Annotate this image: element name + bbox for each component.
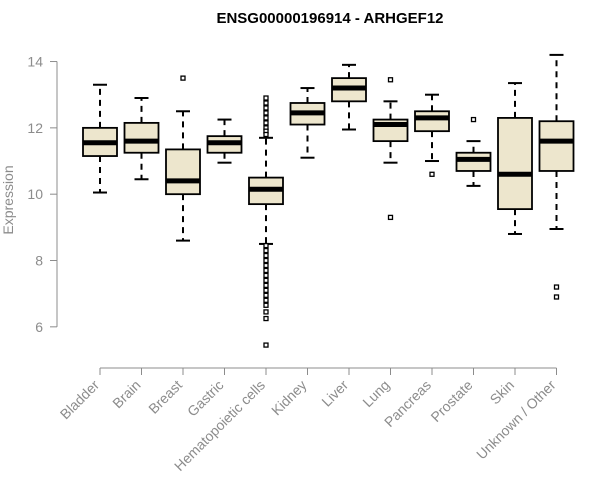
- x-tick-label: Prostate: [427, 377, 475, 425]
- outlier-point: [263, 120, 269, 126]
- outlier-point: [263, 272, 269, 279]
- outlier-point: [263, 100, 269, 106]
- x-tick-label: Unknown / Other: [473, 377, 559, 463]
- outlier-point: [263, 267, 269, 274]
- outlier-point: [263, 252, 269, 259]
- outlier-point: [263, 110, 269, 116]
- outlier-point: [263, 105, 269, 111]
- outlier-point: [263, 282, 269, 289]
- box: [414, 110, 450, 133]
- box: [165, 148, 201, 196]
- outlier-point: [553, 294, 560, 300]
- outlier-point: [263, 297, 269, 303]
- chart-title: ENSG00000196914 - ARHGEF12: [216, 10, 443, 27]
- x-tick-label: Kidney: [268, 377, 310, 419]
- outlier-point: [263, 292, 269, 298]
- box: [538, 120, 575, 172]
- outlier-point: [263, 95, 269, 101]
- y-tick-label: 12: [27, 120, 43, 136]
- outlier-point: [263, 302, 269, 308]
- x-tick-label: Bladder: [57, 377, 103, 423]
- outlier-point: [263, 131, 269, 138]
- outlier-point: [470, 116, 477, 123]
- x-tick-label: Liver: [318, 377, 351, 410]
- outlier-point: [263, 262, 269, 269]
- outlier-point: [387, 214, 394, 221]
- outlier-point: [429, 171, 435, 177]
- outlier-point: [553, 284, 560, 290]
- y-axis-label: Expression: [0, 165, 16, 234]
- outlier-point: [263, 287, 269, 294]
- y-tick-label: 8: [35, 253, 43, 269]
- x-tick-label: Brain: [109, 377, 143, 411]
- outlier-point: [263, 309, 269, 315]
- x-tick-label: Lung: [359, 377, 392, 410]
- x-tick-label: Breast: [145, 377, 185, 417]
- box: [497, 117, 533, 211]
- outlier-point: [263, 342, 269, 348]
- outlier-point: [263, 257, 269, 264]
- outlier-point: [180, 75, 186, 81]
- outlier-point: [387, 77, 394, 83]
- outlier-point: [263, 277, 269, 284]
- x-tick-label: Skin: [487, 377, 518, 408]
- box: [123, 121, 160, 154]
- y-tick-label: 10: [27, 186, 43, 202]
- outlier-point: [263, 315, 269, 322]
- y-tick-label: 6: [35, 319, 43, 335]
- outlier-point: [263, 247, 269, 254]
- y-tick-label: 14: [27, 54, 43, 70]
- outlier-point: [263, 115, 269, 121]
- outlier-point: [263, 242, 269, 249]
